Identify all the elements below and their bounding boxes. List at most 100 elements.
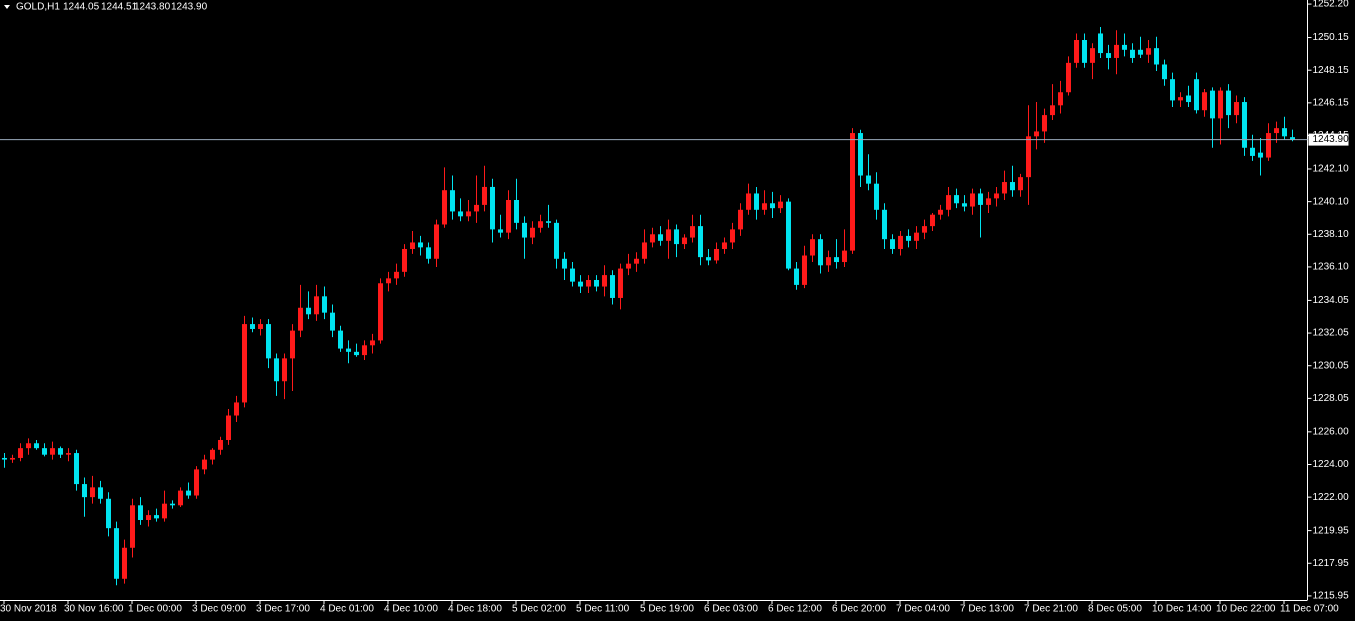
symbol: GOLD,H1 (16, 2, 60, 13)
candle-body (1098, 33, 1103, 54)
candle-body (10, 457, 15, 460)
candle-body (946, 195, 951, 210)
candle-body (146, 515, 151, 520)
candle-body (1218, 90, 1223, 119)
y-tick-label: 1226.00 (1313, 426, 1350, 437)
candle-body (42, 448, 47, 455)
candle-body (26, 443, 31, 449)
x-tick-label: 30 Nov 16:00 (64, 604, 124, 615)
candle-body (514, 200, 519, 223)
x-tick-label: 3 Dec 09:00 (192, 604, 246, 615)
candle-body (746, 193, 751, 210)
candle-body (1034, 131, 1039, 137)
candle-body (1106, 53, 1111, 58)
candle-body (1074, 40, 1079, 63)
x-tick-label: 5 Dec 02:00 (512, 604, 566, 615)
candle-body (1154, 48, 1159, 65)
candle-body (882, 209, 887, 240)
candle-body (282, 358, 287, 382)
x-tick-label: 3 Dec 17:00 (256, 604, 310, 615)
x-tick-label: 5 Dec 19:00 (640, 604, 694, 615)
candle-body (730, 229, 735, 243)
candle-body (874, 183, 879, 210)
y-tick-label: 1242.10 (1313, 164, 1350, 175)
candle-body (122, 547, 127, 579)
x-tick-label: 4 Dec 01:00 (320, 604, 374, 615)
candle-body (666, 229, 671, 241)
candle-body (618, 268, 623, 298)
candle-body (658, 234, 663, 241)
candle-body (18, 448, 23, 458)
candle-body (1226, 90, 1231, 116)
candle-body (578, 281, 583, 287)
candle-body (58, 448, 63, 455)
candle-body (1170, 79, 1175, 101)
x-tick-label: 10 Dec 14:00 (1152, 604, 1212, 615)
candle-body (810, 239, 815, 256)
candle-body (1210, 90, 1215, 119)
candle-body (1058, 92, 1063, 106)
candle-body (682, 237, 687, 245)
candle-body (1138, 49, 1143, 55)
candle-body (794, 268, 799, 285)
y-tick-label: 1232.05 (1313, 328, 1350, 339)
candle-body (74, 453, 79, 485)
header-open: 1244.05 (63, 2, 100, 13)
candle-body (1018, 177, 1023, 191)
candle-body (538, 221, 543, 228)
candle-body (370, 340, 375, 346)
candle-body (698, 226, 703, 258)
x-tick-label: 1 Dec 00:00 (128, 604, 182, 615)
candle-body (330, 312, 335, 331)
price-label-box (1308, 133, 1349, 146)
candle-body (450, 190, 455, 212)
candle-body (354, 351, 359, 356)
y-tick-label: 1234.05 (1313, 295, 1350, 306)
candle-body (394, 271, 399, 279)
candle-body (1178, 97, 1183, 101)
candle-body (1026, 136, 1031, 178)
candle-body (938, 209, 943, 215)
y-tick-label: 1240.10 (1313, 196, 1350, 207)
candle-body (690, 226, 695, 238)
candle-body (34, 443, 39, 449)
y-tick-label: 1215.95 (1313, 591, 1350, 602)
candle-body (706, 257, 711, 261)
candle-body (818, 239, 823, 266)
candle-body (386, 278, 391, 284)
x-tick-label: 4 Dec 18:00 (448, 604, 502, 615)
candle-body (722, 242, 727, 249)
candle-body (106, 498, 111, 529)
candle-body (458, 211, 463, 217)
candle-body (786, 201, 791, 269)
candle-body (778, 201, 783, 209)
candle-body (426, 247, 431, 259)
candle-body (650, 234, 655, 243)
candle-body (82, 484, 87, 498)
candle-body (890, 239, 895, 249)
x-tick-label: 6 Dec 20:00 (832, 604, 886, 615)
y-tick-label: 1219.95 (1313, 525, 1350, 536)
candle-body (466, 211, 471, 217)
candle-body (1242, 102, 1247, 148)
candle-body (234, 402, 239, 416)
candle-body (1090, 48, 1095, 63)
candle-body (418, 242, 423, 248)
candle-body (554, 222, 559, 259)
y-tick-label: 1238.10 (1313, 229, 1350, 240)
candle-body (762, 203, 767, 210)
candle-body (978, 193, 983, 205)
candle-body (290, 330, 295, 359)
candle-body (482, 186, 487, 205)
candle-body (1082, 40, 1087, 63)
candle-body (346, 348, 351, 352)
candle-body (866, 175, 871, 184)
candle-body (1130, 49, 1135, 58)
collapse-icon[interactable] (4, 5, 10, 9)
candle-body (258, 324, 263, 329)
candle-body (2, 457, 7, 460)
candle-body (1050, 105, 1055, 116)
candle-body (850, 133, 855, 251)
y-tick-label: 1228.05 (1313, 393, 1350, 404)
candle-body (546, 221, 551, 223)
